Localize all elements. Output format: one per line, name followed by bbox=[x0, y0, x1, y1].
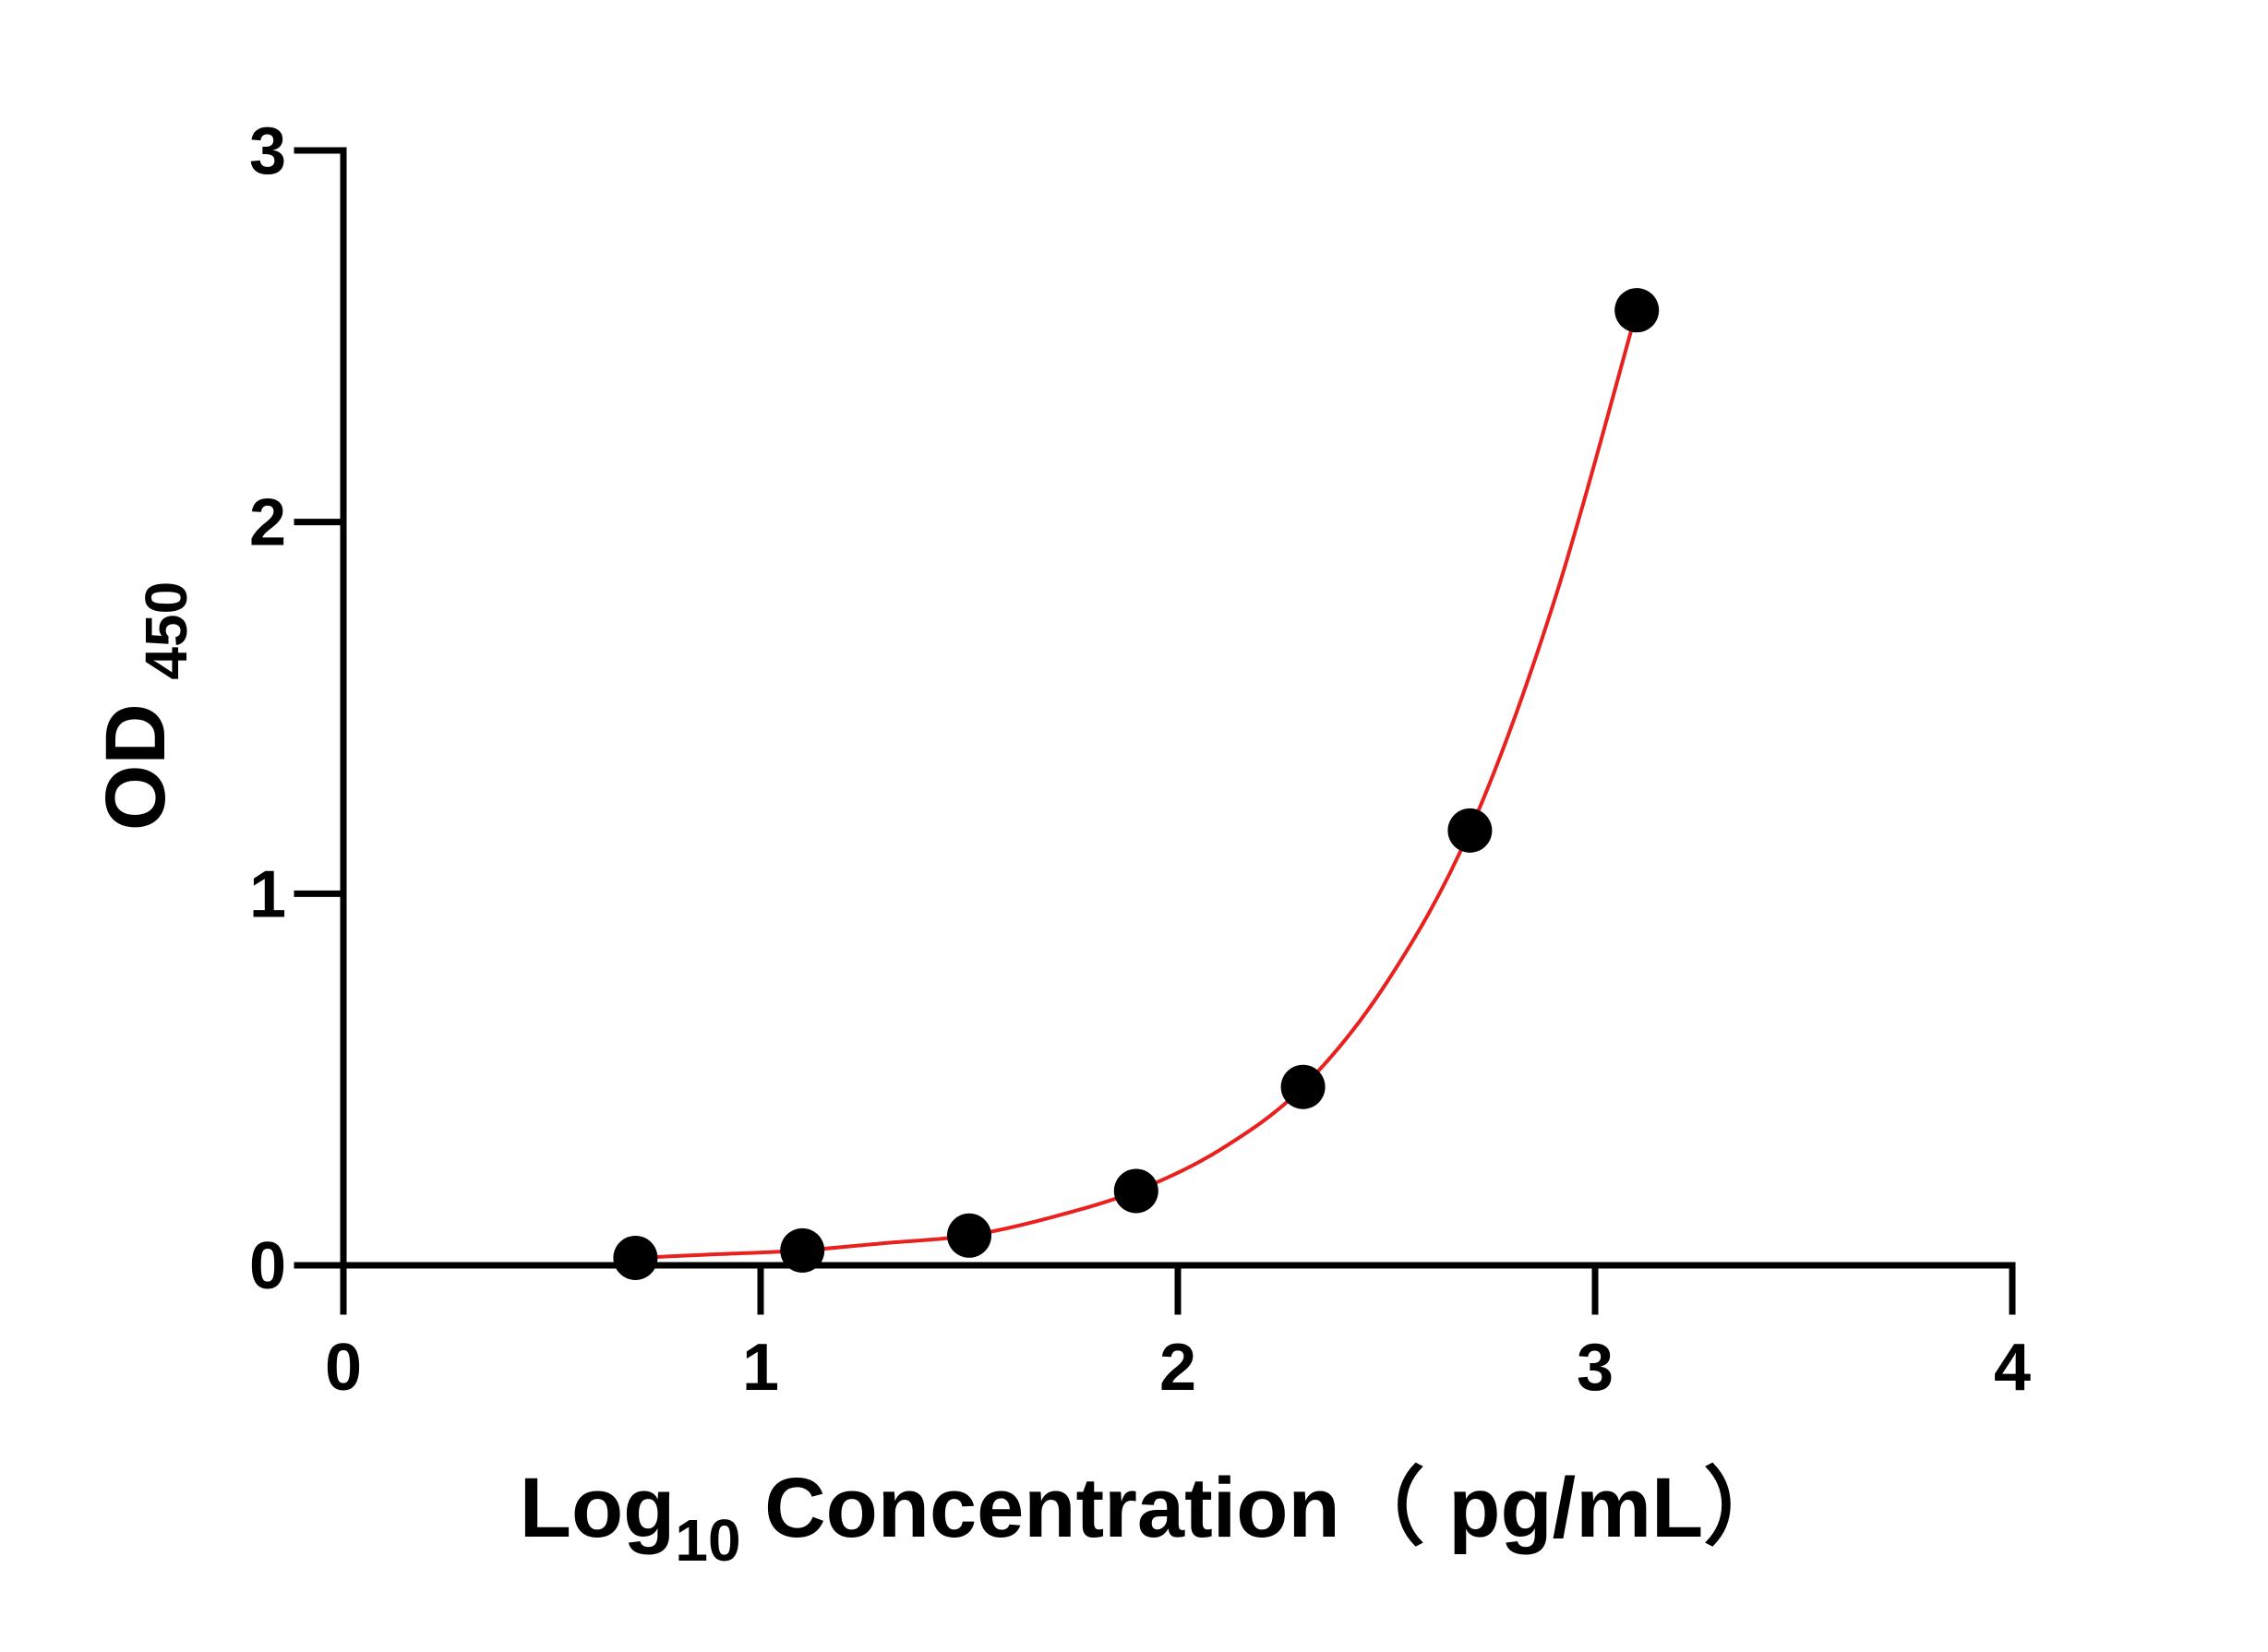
x-tick-label: 3 bbox=[1577, 1331, 1614, 1405]
fit-curve bbox=[635, 309, 1639, 1260]
data-point bbox=[780, 1227, 825, 1273]
y-tick-label: 3 bbox=[249, 114, 286, 188]
axes bbox=[294, 147, 2016, 1315]
x-axis-title: Log10 Concentration（ pg/mL） bbox=[520, 1461, 1788, 1574]
data-points-layer bbox=[613, 288, 1660, 1280]
y-axis-title-main: OD bbox=[89, 680, 183, 832]
y-tick-label: 1 bbox=[249, 857, 286, 931]
x-axis-title-main: Log bbox=[520, 1461, 676, 1555]
data-point bbox=[1447, 808, 1493, 853]
x-tick-label: 0 bbox=[325, 1331, 362, 1405]
y-tick-label: 2 bbox=[249, 486, 286, 560]
x-tick-label: 2 bbox=[1159, 1331, 1196, 1405]
data-point bbox=[1113, 1168, 1158, 1214]
x-tick-label: 1 bbox=[742, 1331, 779, 1405]
data-point bbox=[947, 1213, 991, 1258]
y-axis-title-subscript: 450 bbox=[133, 581, 199, 680]
data-point bbox=[1280, 1064, 1326, 1109]
data-point bbox=[613, 1235, 658, 1280]
y-axis-title: OD 450 bbox=[89, 581, 199, 831]
fit-curve-layer bbox=[635, 309, 1639, 1260]
x-axis-title-subscript: 10 bbox=[675, 1507, 740, 1574]
x-tick-label: 4 bbox=[1994, 1331, 2031, 1405]
y-tick-label: 0 bbox=[249, 1229, 286, 1303]
data-point bbox=[1614, 288, 1660, 333]
x-axis-title-rest: Concentration（ pg/mL） bbox=[741, 1461, 1789, 1555]
tick-labels-layer: 0 1 2 3 0 1 2 3 4 bbox=[249, 114, 2031, 1405]
